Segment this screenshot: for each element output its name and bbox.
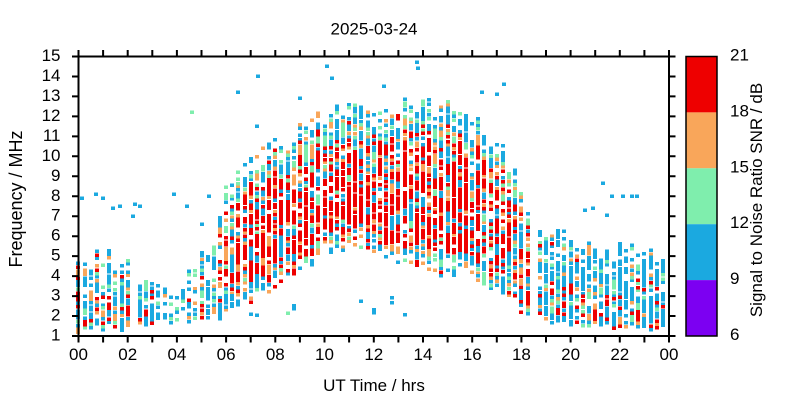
svg-text:14: 14 <box>414 345 433 364</box>
svg-text:02: 02 <box>118 345 137 364</box>
svg-text:18: 18 <box>512 345 531 364</box>
svg-text:UT Time / hrs: UT Time / hrs <box>323 376 425 395</box>
svg-text:21: 21 <box>730 46 749 65</box>
svg-text:06: 06 <box>217 345 236 364</box>
svg-text:10: 10 <box>42 146 61 165</box>
svg-text:9: 9 <box>51 166 60 185</box>
svg-text:00: 00 <box>69 345 88 364</box>
svg-text:14: 14 <box>42 66 61 85</box>
svg-text:6: 6 <box>730 325 739 344</box>
svg-text:10: 10 <box>315 345 334 364</box>
svg-text:8: 8 <box>51 186 60 205</box>
svg-text:08: 08 <box>266 345 285 364</box>
svg-text:4: 4 <box>51 266 60 285</box>
svg-text:00: 00 <box>660 345 679 364</box>
svg-text:Frequency / MHz: Frequency / MHz <box>6 130 26 267</box>
svg-text:15: 15 <box>730 157 749 176</box>
svg-text:Signal to Noise Ratio SNR / dB: Signal to Noise Ratio SNR / dB <box>747 83 766 317</box>
svg-text:18: 18 <box>730 101 749 120</box>
svg-text:11: 11 <box>43 126 61 145</box>
svg-text:15: 15 <box>42 46 61 65</box>
svg-text:7: 7 <box>51 206 60 225</box>
svg-text:12: 12 <box>730 213 749 232</box>
svg-text:9: 9 <box>730 269 739 288</box>
svg-text:5: 5 <box>51 246 60 265</box>
svg-text:22: 22 <box>610 345 629 364</box>
svg-text:12: 12 <box>364 345 383 364</box>
svg-text:20: 20 <box>561 345 580 364</box>
svg-text:13: 13 <box>42 86 61 105</box>
svg-text:04: 04 <box>167 345 186 364</box>
svg-text:16: 16 <box>463 345 482 364</box>
svg-text:6: 6 <box>51 226 60 245</box>
svg-text:12: 12 <box>42 106 61 125</box>
svg-text:2025-03-24: 2025-03-24 <box>331 20 418 39</box>
svg-text:3: 3 <box>51 286 60 305</box>
svg-text:1: 1 <box>51 326 60 345</box>
svg-text:2: 2 <box>51 306 60 325</box>
